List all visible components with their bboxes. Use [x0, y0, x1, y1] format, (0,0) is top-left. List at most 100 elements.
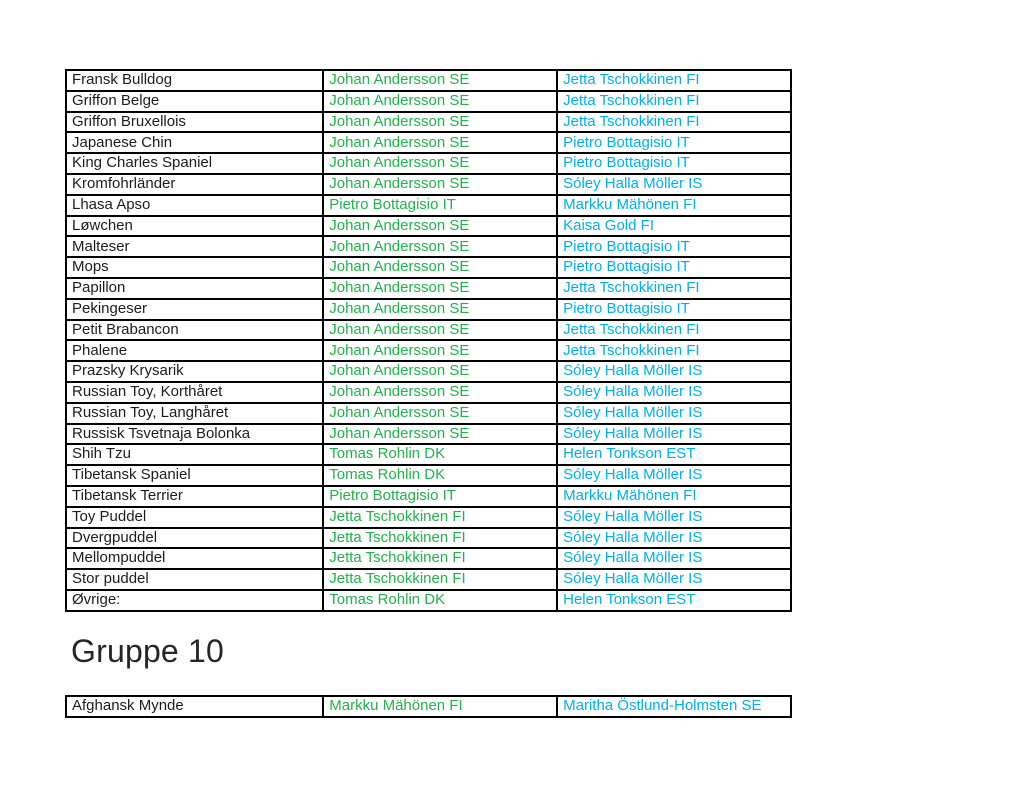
- breed-cell: Toy Puddel: [64, 505, 325, 529]
- breed-cell: Griffon Bruxellois: [64, 110, 325, 134]
- breed-cell: Fransk Bulldog: [64, 69, 325, 92]
- table-row: Øvrige: Tomas Rohlin DK Helen Tonkson ES…: [64, 588, 792, 612]
- breed-cell: Russian Toy, Korthåret: [64, 380, 325, 404]
- table-row: Tibetansk Spaniel Tomas Rohlin DK Sóley …: [64, 464, 792, 487]
- breed-cell: Russian Toy, Langhåret: [64, 401, 325, 425]
- judge-cell: Markku Mähönen FI: [322, 695, 559, 718]
- reserve-judge-cell: Sóley Halla Möller IS: [556, 380, 792, 404]
- table-row: Russisk Tsvetnaja Bolonka Johan Andersso…: [64, 422, 792, 446]
- reserve-judge-cell: Pietro Bottagisio IT: [556, 297, 792, 321]
- reserve-judge-cell: Maritha Östlund-Holmsten SE: [556, 695, 792, 718]
- reserve-judge-cell: Jetta Tschokkinen FI: [556, 318, 792, 342]
- table-row: Fransk Bulldog Johan Andersson SE Jetta …: [64, 69, 792, 92]
- judge-cell: Johan Andersson SE: [322, 256, 559, 279]
- breed-cell: Malteser: [64, 235, 325, 259]
- breed-cell: King Charles Spaniel: [64, 152, 325, 175]
- judge-cell: Jetta Tschokkinen FI: [322, 547, 559, 571]
- judge-cell: Tomas Rohlin DK: [322, 588, 559, 612]
- reserve-judge-cell: Sóley Halla Möller IS: [556, 505, 792, 529]
- judge-cell: Jetta Tschokkinen FI: [322, 568, 559, 591]
- reserve-judge-cell: Sóley Halla Möller IS: [556, 401, 792, 425]
- group-heading: Gruppe 10: [71, 633, 225, 669]
- reserve-judge-cell: Sóley Halla Möller IS: [556, 464, 792, 487]
- breed-cell: Mellompuddel: [64, 547, 325, 571]
- reserve-judge-cell: Helen Tonkson EST: [556, 588, 792, 612]
- judge-cell: Johan Andersson SE: [322, 297, 559, 321]
- table-row: Phalene Johan Andersson SE Jetta Tschokk…: [64, 339, 792, 363]
- breed-cell: Løwchen: [64, 214, 325, 238]
- reserve-judge-cell: Pietro Bottagisio IT: [556, 152, 792, 175]
- table-row: Griffon Belge Johan Andersson SE Jetta T…: [64, 89, 792, 113]
- reserve-judge-cell: Pietro Bottagisio IT: [556, 235, 792, 259]
- reserve-judge-cell: Markku Mähönen FI: [556, 193, 792, 217]
- judge-cell: Jetta Tschokkinen FI: [322, 505, 559, 529]
- judge-cell: Johan Andersson SE: [322, 422, 559, 446]
- breed-cell: Kromfohrländer: [64, 172, 325, 196]
- judge-cell: Tomas Rohlin DK: [322, 443, 559, 467]
- breed-cell: Griffon Belge: [64, 89, 325, 113]
- judge-cell: Johan Andersson SE: [322, 172, 559, 196]
- table-row: Russian Toy, Langhåret Johan Andersson S…: [64, 401, 792, 425]
- breed-cell: Lhasa Apso: [64, 193, 325, 217]
- judge-cell: Johan Andersson SE: [322, 110, 559, 134]
- table-row: Lhasa Apso Pietro Bottagisio IT Markku M…: [64, 193, 792, 217]
- judge-cell: Johan Andersson SE: [322, 214, 559, 238]
- judge-cell: Johan Andersson SE: [322, 318, 559, 342]
- breed-cell: Petit Brabancon: [64, 318, 325, 342]
- breed-cell: Øvrige:: [64, 588, 325, 612]
- breed-cell: Dvergpuddel: [64, 526, 325, 550]
- table-row: Papillon Johan Andersson SE Jetta Tschok…: [64, 276, 792, 300]
- table-row: Løwchen Johan Andersson SE Kaisa Gold FI: [64, 214, 792, 238]
- table-row: King Charles Spaniel Johan Andersson SE …: [64, 152, 792, 175]
- judge-cell: Johan Andersson SE: [322, 401, 559, 425]
- reserve-judge-cell: Markku Mähönen FI: [556, 484, 792, 508]
- table-row: Mellompuddel Jetta Tschokkinen FI Sóley …: [64, 547, 792, 571]
- table-row: Russian Toy, Korthåret Johan Andersson S…: [64, 380, 792, 404]
- judge-table-body: Afghansk Mynde Markku Mähönen FI Maritha…: [64, 695, 792, 718]
- judge-cell: Johan Andersson SE: [322, 360, 559, 383]
- breed-cell: Papillon: [64, 276, 325, 300]
- table-row: Mops Johan Andersson SE Pietro Bottagisi…: [64, 256, 792, 279]
- table-row: Shih Tzu Tomas Rohlin DK Helen Tonkson E…: [64, 443, 792, 467]
- judge-cell: Johan Andersson SE: [322, 235, 559, 259]
- reserve-judge-cell: Sóley Halla Möller IS: [556, 568, 792, 591]
- table-row: Toy Puddel Jetta Tschokkinen FI Sóley Ha…: [64, 505, 792, 529]
- breed-cell: Japanese Chin: [64, 131, 325, 155]
- reserve-judge-cell: Kaisa Gold FI: [556, 214, 792, 238]
- judge-table-body: Fransk Bulldog Johan Andersson SE Jetta …: [64, 69, 792, 612]
- table-row: Stor puddel Jetta Tschokkinen FI Sóley H…: [64, 568, 792, 591]
- table-row: Tibetansk Terrier Pietro Bottagisio IT M…: [64, 484, 792, 508]
- reserve-judge-cell: Sóley Halla Möller IS: [556, 360, 792, 383]
- reserve-judge-cell: Jetta Tschokkinen FI: [556, 110, 792, 134]
- table-row: Kromfohrländer Johan Andersson SE Sóley …: [64, 172, 792, 196]
- judge-cell: Pietro Bottagisio IT: [322, 484, 559, 508]
- reserve-judge-cell: Jetta Tschokkinen FI: [556, 339, 792, 363]
- breed-cell: Russisk Tsvetnaja Bolonka: [64, 422, 325, 446]
- reserve-judge-cell: Sóley Halla Möller IS: [556, 422, 792, 446]
- judge-cell: Johan Andersson SE: [322, 276, 559, 300]
- judge-assignment-table-gruppe10: Afghansk Mynde Markku Mähönen FI Maritha…: [64, 695, 792, 718]
- breed-cell: Pekingeser: [64, 297, 325, 321]
- table-row: Pekingeser Johan Andersson SE Pietro Bot…: [64, 297, 792, 321]
- judge-cell: Jetta Tschokkinen FI: [322, 526, 559, 550]
- breed-cell: Stor puddel: [64, 568, 325, 591]
- reserve-judge-cell: Jetta Tschokkinen FI: [556, 276, 792, 300]
- reserve-judge-cell: Sóley Halla Möller IS: [556, 547, 792, 571]
- reserve-judge-cell: Helen Tonkson EST: [556, 443, 792, 467]
- reserve-judge-cell: Pietro Bottagisio IT: [556, 256, 792, 279]
- judge-cell: Johan Andersson SE: [322, 89, 559, 113]
- table-row: Prazsky Krysarik Johan Andersson SE Sóle…: [64, 360, 792, 383]
- judge-cell: Johan Andersson SE: [322, 380, 559, 404]
- breed-cell: Tibetansk Terrier: [64, 484, 325, 508]
- breed-cell: Shih Tzu: [64, 443, 325, 467]
- judge-cell: Johan Andersson SE: [322, 339, 559, 363]
- table-row: Dvergpuddel Jetta Tschokkinen FI Sóley H…: [64, 526, 792, 550]
- judge-cell: Pietro Bottagisio IT: [322, 193, 559, 217]
- reserve-judge-cell: Jetta Tschokkinen FI: [556, 89, 792, 113]
- judge-assignment-table-gruppe9: Fransk Bulldog Johan Andersson SE Jetta …: [64, 69, 792, 612]
- judge-cell: Tomas Rohlin DK: [322, 464, 559, 487]
- reserve-judge-cell: Jetta Tschokkinen FI: [556, 69, 792, 92]
- table-row: Malteser Johan Andersson SE Pietro Botta…: [64, 235, 792, 259]
- breed-cell: Prazsky Krysarik: [64, 360, 325, 383]
